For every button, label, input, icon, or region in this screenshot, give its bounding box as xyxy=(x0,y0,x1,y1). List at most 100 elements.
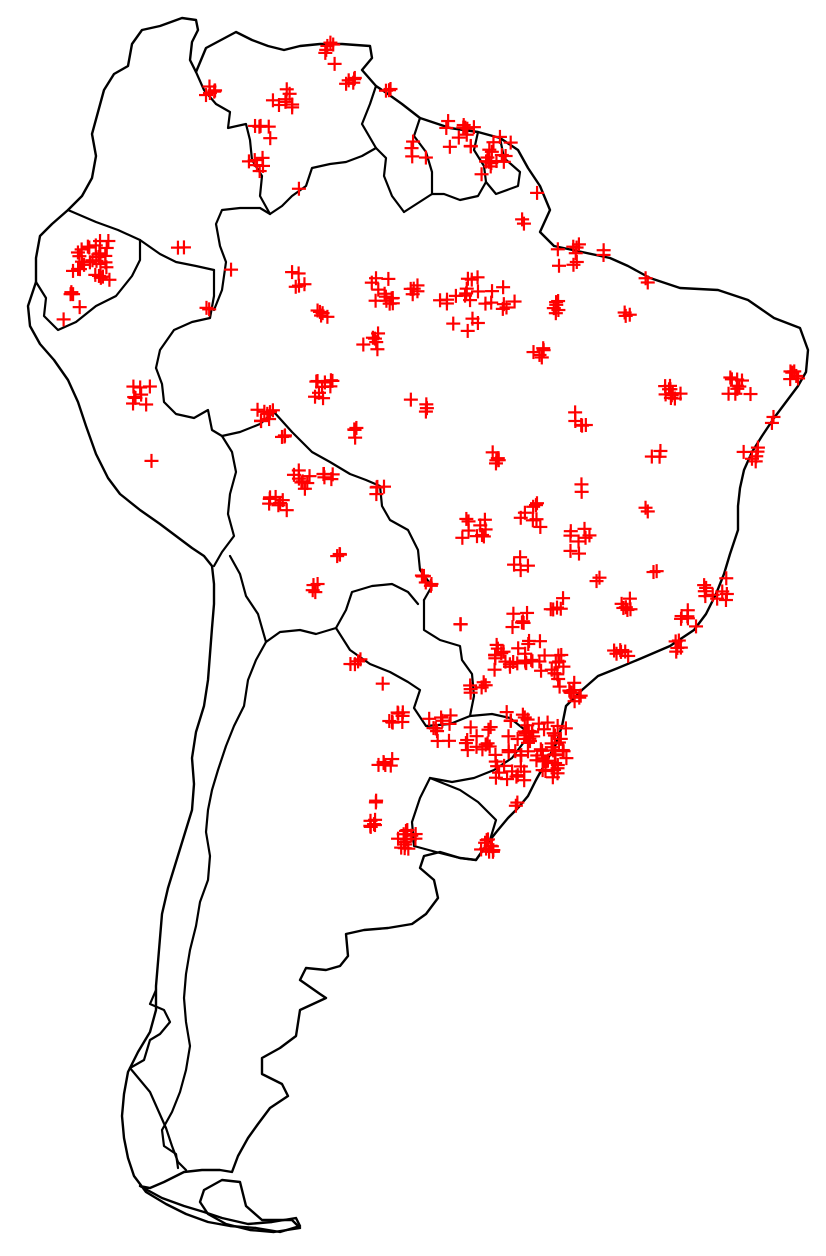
occurrence-marker xyxy=(353,652,368,667)
occurrence-marker xyxy=(323,373,338,388)
border-suriname-guiana xyxy=(430,130,488,202)
occurrence-marker xyxy=(526,345,541,360)
occurrence-marker xyxy=(305,583,320,598)
occurrence-marker xyxy=(544,736,559,751)
occurrence-marker xyxy=(508,798,523,813)
occurrence-marker xyxy=(381,271,396,286)
occurrence-marker xyxy=(563,685,578,700)
occurrence-marker xyxy=(525,654,540,669)
occurrence-marker xyxy=(302,469,317,484)
occurrence-marker xyxy=(74,254,89,269)
occurrence-marker xyxy=(554,647,569,662)
occurrence-marker xyxy=(365,330,380,345)
occurrence-marker xyxy=(505,620,520,635)
border-ecuador-peru xyxy=(34,238,142,332)
occurrence-markers xyxy=(56,35,806,859)
occurrence-marker xyxy=(537,648,552,663)
occurrence-marker xyxy=(364,275,379,290)
occurrence-marker xyxy=(566,257,581,272)
occurrence-marker xyxy=(528,498,543,513)
occurrence-marker xyxy=(327,56,342,71)
occurrence-marker xyxy=(556,591,571,606)
occurrence-marker xyxy=(375,676,390,691)
occurrence-marker xyxy=(458,120,473,135)
occurrence-marker xyxy=(288,279,303,294)
occurrence-marker xyxy=(543,602,558,617)
occurrence-marker xyxy=(415,569,430,584)
occurrence-marker xyxy=(551,671,566,686)
occurrence-marker xyxy=(547,762,562,777)
occurrence-marker xyxy=(101,234,116,249)
occurrence-marker xyxy=(453,617,468,632)
occurrence-marker xyxy=(540,753,555,768)
occurrence-marker xyxy=(607,643,622,658)
occurrence-marker xyxy=(291,278,306,293)
occurrence-marker xyxy=(551,303,566,318)
occurrence-marker xyxy=(458,736,473,751)
border-guyana-suriname xyxy=(402,116,434,214)
occurrence-marker xyxy=(202,302,217,317)
occurrence-marker xyxy=(592,570,607,585)
occurrence-marker xyxy=(316,467,331,482)
occurrence-marker xyxy=(376,479,391,494)
occurrence-marker xyxy=(385,714,400,729)
occurrence-marker xyxy=(488,770,503,785)
occurrence-marker xyxy=(546,726,561,741)
occurrence-marker xyxy=(363,819,378,834)
occurrence-marker xyxy=(550,242,565,257)
occurrence-marker xyxy=(459,511,474,526)
occurrence-marker xyxy=(207,84,222,99)
occurrence-marker xyxy=(446,316,461,331)
occurrence-marker xyxy=(326,37,341,52)
occurrence-marker xyxy=(496,644,511,659)
occurrence-marker xyxy=(556,659,571,674)
occurrence-marker xyxy=(499,705,514,720)
occurrence-marker xyxy=(253,118,268,133)
occurrence-marker xyxy=(418,150,433,165)
occurrence-marker xyxy=(718,593,733,608)
border-colombia-ecuador xyxy=(66,208,216,272)
occurrence-marker xyxy=(517,710,532,725)
occurrence-marker xyxy=(521,735,536,750)
occurrence-marker xyxy=(418,404,433,419)
occurrence-marker xyxy=(568,413,583,428)
occurrence-marker xyxy=(408,827,423,842)
occurrence-marker xyxy=(241,154,256,169)
national-borders xyxy=(34,70,532,1170)
occurrence-marker xyxy=(556,744,571,759)
border-bolivia-south xyxy=(228,554,420,644)
occurrence-marker xyxy=(723,370,738,385)
occurrence-marker xyxy=(571,546,586,561)
occurrence-marker xyxy=(478,835,493,850)
occurrence-marker xyxy=(535,743,550,758)
occurrence-marker xyxy=(99,240,114,255)
occurrence-marker xyxy=(483,159,498,174)
coastline-tierra-del-fuego xyxy=(198,1178,302,1234)
occurrence-marker xyxy=(640,275,655,290)
occurrence-marker xyxy=(470,270,485,285)
occurrence-marker xyxy=(478,678,493,693)
occurrence-marker xyxy=(582,528,597,543)
occurrence-marker xyxy=(250,402,265,417)
occurrence-marker xyxy=(705,587,720,602)
occurrence-marker xyxy=(441,114,456,129)
occurrence-marker xyxy=(369,793,384,808)
occurrence-marker xyxy=(736,444,751,459)
occurrence-marker xyxy=(501,729,516,744)
occurrence-marker xyxy=(476,675,491,690)
occurrence-marker xyxy=(460,733,475,748)
occurrence-marker xyxy=(505,764,520,779)
occurrence-marker xyxy=(524,724,539,739)
occurrence-marker xyxy=(671,633,686,648)
occurrence-marker xyxy=(764,415,779,430)
occurrence-marker xyxy=(514,748,529,763)
occurrence-marker xyxy=(403,392,418,407)
border-venezuela-guyana xyxy=(360,84,406,214)
occurrence-marker xyxy=(224,262,239,277)
occurrence-marker xyxy=(533,742,548,757)
occurrence-marker xyxy=(291,181,306,196)
occurrence-marker xyxy=(339,76,354,91)
occurrence-marker xyxy=(247,153,262,168)
occurrence-marker xyxy=(384,291,399,306)
